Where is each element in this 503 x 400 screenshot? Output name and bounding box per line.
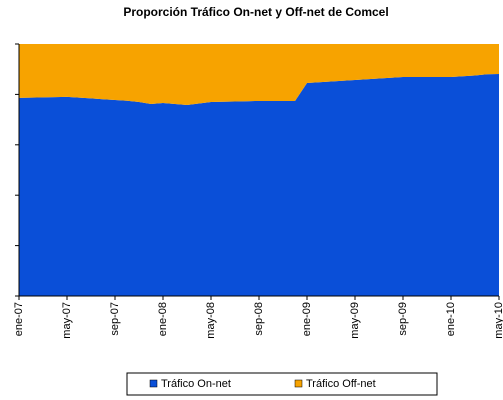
x-tick-label: ene-10 [445,302,457,336]
x-tick-label: may-10 [493,302,503,339]
legend-label: Tráfico On-net [161,378,231,390]
x-tick-label: may-08 [205,302,217,339]
legend-box [126,372,438,396]
legend: Tráfico On-net Tráfico Off-net [126,372,438,396]
x-tick-label: sep-08 [253,302,265,336]
x-tick-label: may-09 [349,302,361,339]
legend-swatch [149,379,158,388]
area [19,44,499,105]
legend-swatch [294,379,303,388]
x-tick-label: ene-08 [157,302,169,336]
x-tick-label: may-07 [61,302,73,339]
area [19,73,499,296]
legend-label: Tráfico Off-net [306,378,376,390]
x-tick-label: sep-09 [397,302,409,336]
x-tick-label: ene-09 [301,302,313,336]
x-tick-label: sep-07 [109,302,121,336]
x-tick-label: ene-07 [13,302,25,336]
chart-title: Proporción Tráfico On-net y Off-net de C… [123,5,388,19]
